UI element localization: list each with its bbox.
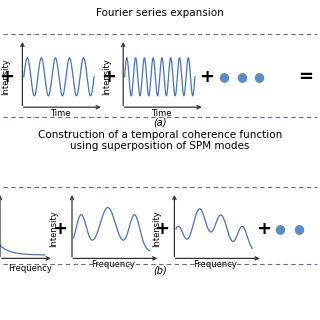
Text: Frequency: Frequency <box>8 264 52 273</box>
X-axis label: Frequency: Frequency <box>193 260 237 269</box>
Text: Intensity: Intensity <box>1 59 10 95</box>
Text: (a): (a) <box>153 117 167 128</box>
Text: +: + <box>154 220 169 238</box>
X-axis label: Frequency: Frequency <box>91 260 135 269</box>
Text: ●: ● <box>294 222 305 235</box>
Text: =: = <box>298 68 313 86</box>
Text: (b): (b) <box>153 265 167 276</box>
X-axis label: Time: Time <box>50 108 70 117</box>
Text: ●: ● <box>254 70 265 83</box>
Text: Intensity: Intensity <box>102 59 111 95</box>
Text: Intensity: Intensity <box>152 211 161 247</box>
X-axis label: Time: Time <box>150 108 171 117</box>
Text: ●: ● <box>236 70 247 83</box>
Text: Construction of a temporal coherence function
using superposition of SPM modes: Construction of a temporal coherence fun… <box>38 130 282 151</box>
Text: +: + <box>52 220 67 238</box>
Text: ●: ● <box>275 222 285 235</box>
Text: +: + <box>101 68 116 86</box>
Text: +: + <box>0 68 14 86</box>
Text: Fourier series expansion: Fourier series expansion <box>96 8 224 18</box>
Text: Intensity: Intensity <box>50 211 59 247</box>
Text: ●: ● <box>219 70 229 83</box>
Text: +: + <box>199 68 214 86</box>
Text: +: + <box>257 220 271 238</box>
